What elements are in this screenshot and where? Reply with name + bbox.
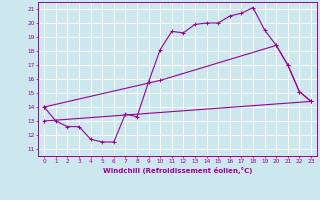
X-axis label: Windchill (Refroidissement éolien,°C): Windchill (Refroidissement éolien,°C) xyxy=(103,167,252,174)
